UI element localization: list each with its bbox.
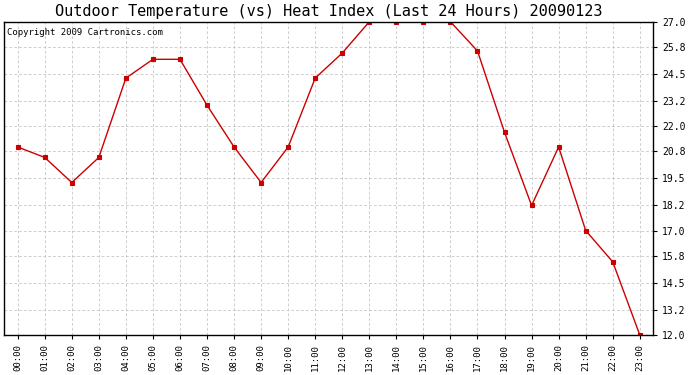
Text: Copyright 2009 Cartronics.com: Copyright 2009 Cartronics.com xyxy=(8,28,164,37)
Title: Outdoor Temperature (vs) Heat Index (Last 24 Hours) 20090123: Outdoor Temperature (vs) Heat Index (Las… xyxy=(55,4,602,19)
